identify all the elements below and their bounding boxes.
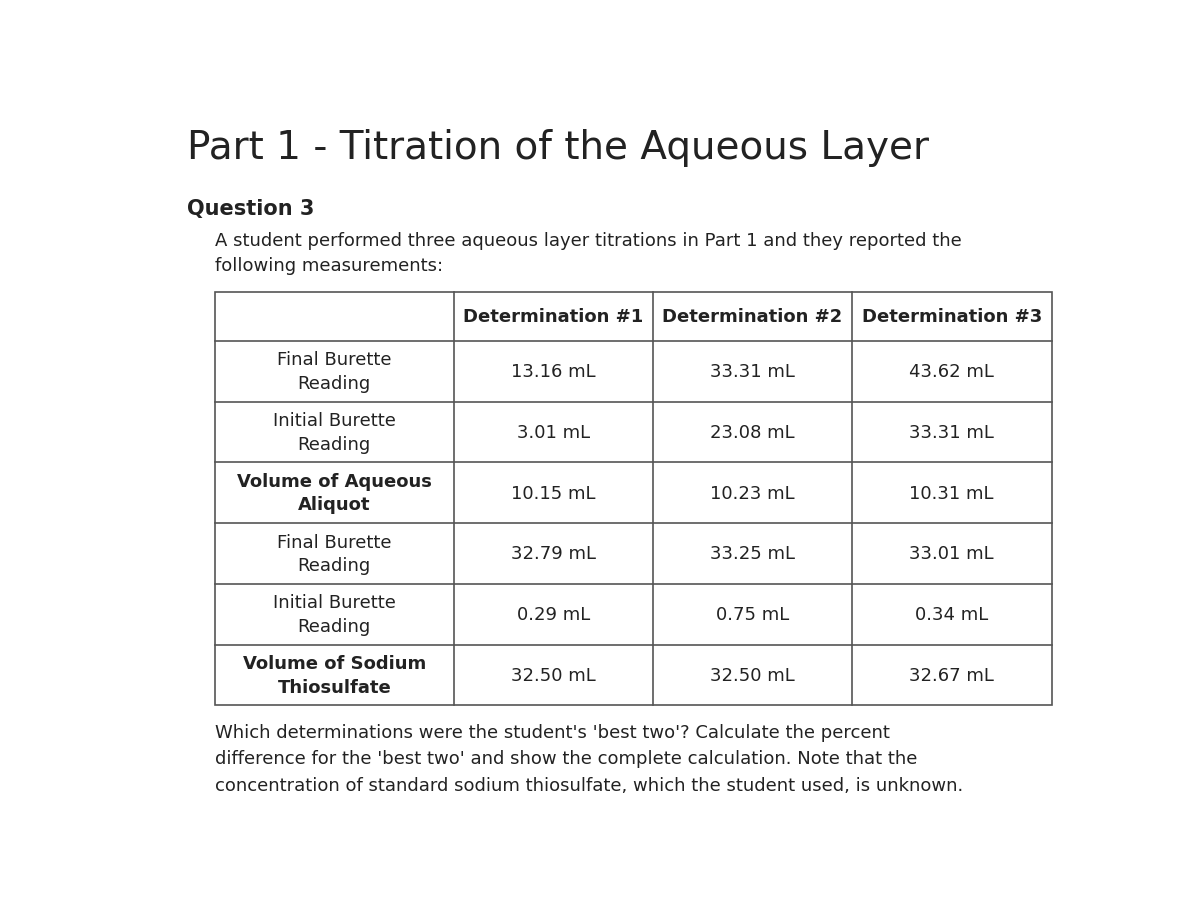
Text: Determination #3: Determination #3 <box>862 308 1042 326</box>
Text: Determination #1: Determination #1 <box>463 308 643 326</box>
Text: A student performed three aqueous layer titrations in Part 1 and they reported t: A student performed three aqueous layer … <box>215 232 962 275</box>
Text: 43.62 mL: 43.62 mL <box>910 363 994 381</box>
Text: Initial Burette
Reading: Initial Burette Reading <box>272 594 396 635</box>
Text: Determination #2: Determination #2 <box>662 308 842 326</box>
Text: Volume of Aqueous
Aliquot: Volume of Aqueous Aliquot <box>236 473 432 514</box>
Text: Which determinations were the student's 'best two'? Calculate the percent
differ: Which determinations were the student's … <box>215 723 964 794</box>
Text: 23.08 mL: 23.08 mL <box>710 423 794 441</box>
Text: 10.15 mL: 10.15 mL <box>511 484 595 502</box>
Text: 0.29 mL: 0.29 mL <box>517 605 590 623</box>
Text: 3.01 mL: 3.01 mL <box>517 423 590 441</box>
Text: 0.75 mL: 0.75 mL <box>716 605 790 623</box>
Text: Question 3: Question 3 <box>187 198 314 218</box>
Text: Initial Burette
Reading: Initial Burette Reading <box>272 411 396 453</box>
Text: 13.16 mL: 13.16 mL <box>511 363 595 381</box>
Text: 33.31 mL: 33.31 mL <box>710 363 794 381</box>
Text: 0.34 mL: 0.34 mL <box>916 605 989 623</box>
Text: 33.25 mL: 33.25 mL <box>710 545 794 563</box>
Text: 32.79 mL: 32.79 mL <box>511 545 595 563</box>
Text: 32.67 mL: 32.67 mL <box>910 667 994 685</box>
Text: Volume of Sodium
Thiosulfate: Volume of Sodium Thiosulfate <box>242 655 426 696</box>
Text: 33.31 mL: 33.31 mL <box>910 423 994 441</box>
Text: Final Burette
Reading: Final Burette Reading <box>277 351 391 392</box>
Text: Final Burette
Reading: Final Burette Reading <box>277 533 391 575</box>
Text: 10.23 mL: 10.23 mL <box>710 484 794 502</box>
Text: Part 1 - Titration of the Aqueous Layer: Part 1 - Titration of the Aqueous Layer <box>187 129 929 167</box>
Text: 32.50 mL: 32.50 mL <box>710 667 794 685</box>
Text: 33.01 mL: 33.01 mL <box>910 545 994 563</box>
Text: 10.31 mL: 10.31 mL <box>910 484 994 502</box>
Text: 32.50 mL: 32.50 mL <box>511 667 595 685</box>
